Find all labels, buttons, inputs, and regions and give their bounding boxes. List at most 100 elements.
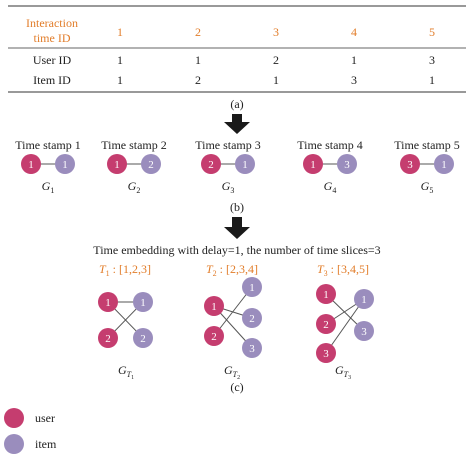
user-node: 1: [303, 154, 323, 174]
item-node: 1: [242, 277, 262, 297]
user-node-label: 2: [208, 159, 214, 171]
table-cell: 2: [273, 53, 279, 67]
time-slice-graph-label: GT3: [335, 363, 351, 381]
legend-swatch: [4, 408, 24, 428]
snapshot-graph: Time stamp 1 1 1 G1: [15, 138, 81, 195]
item-node-label: 2: [249, 313, 255, 325]
time-slice-label: T2 : [2,3,4]: [206, 262, 258, 278]
caption-c: (c): [230, 380, 243, 394]
user-node-label: 1: [211, 301, 217, 313]
user-node-label: 1: [323, 289, 329, 301]
item-node: 1: [434, 154, 454, 174]
time-slice: T2 : [2,3,4] 1 2 1 2 3 GT2: [204, 262, 262, 381]
user-node-label: 3: [323, 348, 329, 360]
item-node-circle: [133, 328, 153, 348]
item-node: 3: [242, 338, 262, 358]
item-node-circle: [55, 154, 75, 174]
item-node: 1: [133, 292, 153, 312]
time-slice-graph-label: GT2: [224, 363, 240, 381]
item-node-circle: [133, 292, 153, 312]
table-header-cell: 2: [195, 25, 201, 39]
user-node-circle: [316, 343, 336, 363]
table-header-cell: 3: [273, 25, 279, 39]
snapshot-graph-label: G4: [324, 179, 337, 195]
item-node: 2: [242, 308, 262, 328]
item-node-circle: [242, 338, 262, 358]
user-node: 1: [21, 154, 41, 174]
time-slice: T3 : [3,4,5] 1 2 3 1 3 GT3: [316, 262, 374, 381]
snapshot-title: Time stamp 2: [101, 138, 167, 152]
item-node-circle: [141, 154, 161, 174]
item-node: 1: [235, 154, 255, 174]
user-node-circle: [107, 154, 127, 174]
table-cell: 2: [195, 73, 201, 87]
item-node: 1: [55, 154, 75, 174]
user-node-label: 3: [407, 159, 413, 171]
item-node: 3: [337, 154, 357, 174]
snapshot-title: Time stamp 4: [297, 138, 363, 152]
item-node: 1: [354, 289, 374, 309]
user-node: 3: [316, 343, 336, 363]
user-node: 1: [98, 292, 118, 312]
down-arrow-icon: [224, 217, 250, 239]
legend-label: user: [35, 411, 55, 425]
user-node: 1: [316, 284, 336, 304]
user-node-label: 2: [211, 331, 217, 343]
snapshot-graph: Time stamp 5 3 1 G5: [394, 138, 460, 195]
table-row: Item ID 1 2 1 3 1: [33, 73, 435, 87]
user-node-label: 1: [310, 159, 316, 171]
embedding-title: Time embedding with delay=1, the number …: [93, 243, 380, 257]
legend-entry-user: user: [4, 408, 55, 428]
user-node: 2: [201, 154, 221, 174]
table-cell: 3: [429, 53, 435, 67]
item-node-circle: [242, 308, 262, 328]
snapshot-graph-label: G2: [128, 179, 141, 195]
user-node-circle: [204, 296, 224, 316]
item-node-circle: [235, 154, 255, 174]
table-header-label-line1: Interaction: [26, 16, 78, 30]
item-node-label: 2: [140, 333, 146, 345]
legend-swatch: [4, 434, 24, 454]
table-cell: 1: [351, 53, 357, 67]
table-cell: 1: [429, 73, 435, 87]
snapshot-graph: Time stamp 3 2 1 G3: [195, 138, 261, 195]
user-node-circle: [21, 154, 41, 174]
user-node-label: 2: [105, 333, 111, 345]
caption-b: (b): [230, 200, 244, 214]
item-node: 2: [141, 154, 161, 174]
snapshot-title: Time stamp 1: [15, 138, 81, 152]
user-node: 2: [204, 326, 224, 346]
time-slice-label: T1 : [1,2,3]: [99, 262, 151, 278]
table-cell: 1: [117, 73, 123, 87]
item-node-label: 1: [441, 159, 447, 171]
item-node: 2: [133, 328, 153, 348]
user-node-circle: [303, 154, 323, 174]
table-header-cell: 1: [117, 25, 123, 39]
table-header-values: 1 2 3 4 5: [117, 25, 435, 39]
item-node-circle: [242, 277, 262, 297]
table-row-label: User ID: [33, 53, 72, 67]
snapshot-graph-label: G1: [42, 179, 55, 195]
user-node-circle: [400, 154, 420, 174]
item-node: 3: [354, 321, 374, 341]
user-node: 1: [107, 154, 127, 174]
item-node-label: 3: [361, 326, 367, 338]
item-node-circle: [434, 154, 454, 174]
time-slice-label: T3 : [3,4,5]: [317, 262, 369, 278]
user-node: 2: [98, 328, 118, 348]
snapshot-graph: Time stamp 2 1 2 G2: [101, 138, 167, 195]
user-node: 3: [400, 154, 420, 174]
table-header-label-line2: time ID: [34, 31, 71, 45]
item-node-label: 1: [361, 294, 367, 306]
caption-a: (a): [230, 97, 243, 111]
user-node-label: 1: [105, 297, 111, 309]
table-cell: 1: [273, 73, 279, 87]
user-node-label: 1: [28, 159, 34, 171]
item-node-label: 1: [140, 297, 146, 309]
user-node-circle: [201, 154, 221, 174]
user-node-circle: [98, 328, 118, 348]
snapshot-title: Time stamp 3: [195, 138, 261, 152]
snapshot-graph-label: G3: [222, 179, 235, 195]
item-node-circle: [337, 154, 357, 174]
